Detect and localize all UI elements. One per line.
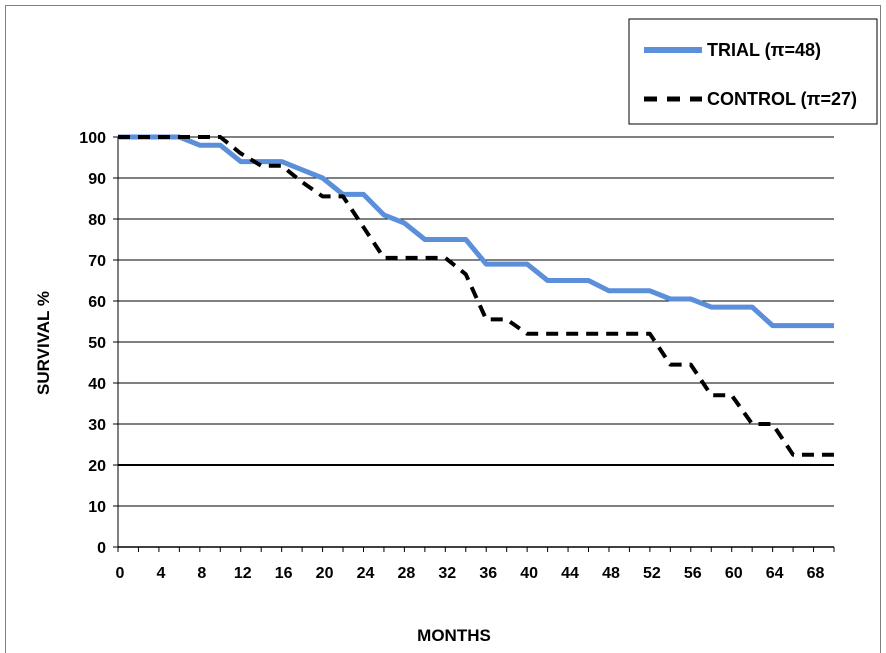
x-tick-label: 28 [398,565,416,582]
y-tick-label: 60 [88,294,106,311]
legend-label-trial: TRIAL (π=48) [707,40,821,60]
y-tick-label: 0 [97,540,106,557]
y-tick-label: 40 [88,376,106,393]
y-tick-label: 100 [79,130,106,147]
y-tick-label: 90 [88,171,106,188]
legend: TRIAL (π=48) CONTROL (π=27) [628,18,878,125]
y-tick-label: 30 [88,417,106,434]
x-tick-label: 36 [479,565,497,582]
x-tick-label: 0 [116,565,125,582]
x-tick-label: 56 [684,565,702,582]
x-tick-label: 40 [520,565,538,582]
x-tick-label: 20 [316,565,334,582]
x-tick-label: 64 [766,565,784,582]
series-line-1 [118,135,834,457]
series-lines [118,134,834,457]
x-tick-label: 8 [197,565,206,582]
series-line-0 [118,134,834,329]
x-tick-label: 12 [234,565,252,582]
y-axis-title: SURVIVAL % [34,291,53,395]
x-tick-label: 68 [807,565,825,582]
legend-label-control: CONTROL (π=27) [707,89,857,109]
legend-box [628,18,878,125]
x-tick-label: 16 [275,565,293,582]
chart-frame: 0 10 20 30 40 50 60 70 80 90 100 0 4 8 12 16 20 24 28 32 36 4… [5,5,881,653]
x-tick-label: 44 [561,565,579,582]
x-tick-label: 60 [725,565,743,582]
y-tick-label: 80 [88,212,106,229]
x-tick-label: 24 [357,565,375,582]
x-axis-title: MONTHS [417,626,491,645]
y-tick-label: 20 [88,458,106,475]
axes [113,136,835,552]
x-tick-label: 4 [156,565,165,582]
x-tick-label: 32 [438,565,456,582]
y-tick-label: 10 [88,499,106,516]
y-tick-label: 70 [88,253,106,270]
x-tick-label: 48 [602,565,620,582]
x-tick-label: 52 [643,565,661,582]
y-tick-label: 50 [88,335,106,352]
gridlines [118,136,834,507]
